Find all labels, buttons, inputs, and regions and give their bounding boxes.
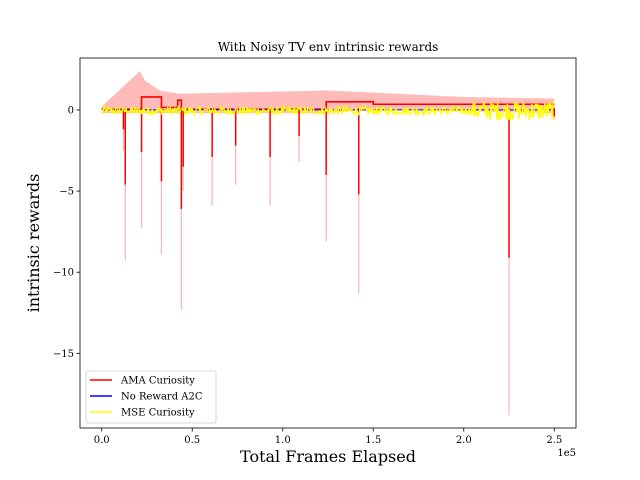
mse-curiosity-series	[101, 100, 555, 121]
x-axis-label: Total Frames Elapsed	[240, 447, 416, 466]
x-tick-label: 1.0	[275, 435, 291, 446]
ama-curiosity-series	[101, 96, 556, 258]
x-tick-label: 2.0	[456, 435, 472, 446]
legend-label-mse: MSE Curiosity	[121, 408, 195, 419]
ama-band-area	[101, 70, 555, 114]
x-tick-label: 0.0	[94, 435, 110, 446]
mse-curiosity-line	[101, 100, 555, 121]
y-tick-label: −10	[53, 268, 74, 279]
legend-label-ama: AMA Curiosity	[120, 376, 195, 387]
x-tick-label: 2.5	[546, 435, 562, 446]
ama-curiosity-line	[101, 96, 555, 110]
x-axis-offset-label: 1e5	[557, 448, 576, 459]
plot-area	[101, 70, 556, 416]
legend: AMA Curiosity No Reward A2C MSE Curiosit…	[85, 370, 217, 424]
y-tick-label: 0	[68, 105, 74, 116]
y-tick-label: −15	[53, 349, 74, 360]
chart-title: With Noisy TV env intrinsic rewards	[218, 40, 439, 54]
y-tick-label: −5	[59, 187, 74, 198]
y-axis-label: intrinsic rewards	[24, 174, 43, 313]
legend-box	[85, 370, 217, 424]
x-tick-label: 1.5	[365, 435, 381, 446]
x-tick-label: 0.5	[184, 435, 200, 446]
legend-label-a2c: No Reward A2C	[121, 392, 203, 403]
x-axis: 0.0 0.5 1.0 1.5 2.0 2.5	[94, 428, 562, 446]
plot-frame	[79, 57, 577, 429]
y-axis: 0 −5 −10 −15	[53, 105, 80, 360]
